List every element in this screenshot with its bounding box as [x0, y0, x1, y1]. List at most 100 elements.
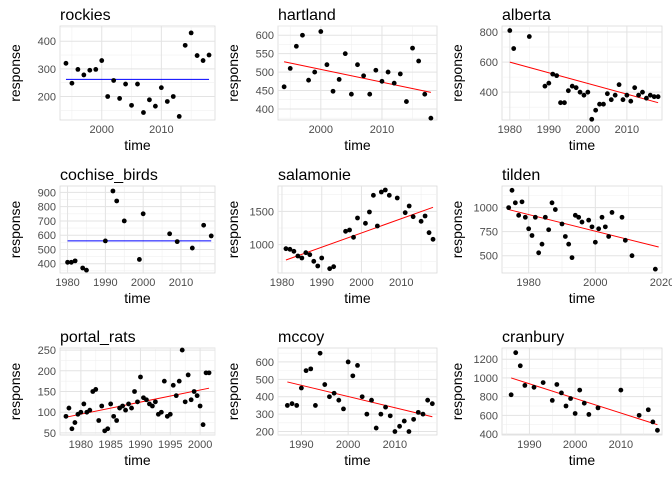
- data-point: [652, 266, 658, 272]
- data-point: [330, 88, 336, 94]
- data-point: [87, 67, 93, 73]
- x-tick-label: 1990: [537, 124, 561, 136]
- data-point: [410, 214, 416, 220]
- data-point: [343, 228, 348, 234]
- fit-line: [287, 381, 433, 418]
- data-point: [568, 396, 573, 401]
- y-tick-label: 600: [256, 357, 274, 369]
- data-point: [72, 258, 78, 264]
- data-point: [650, 419, 656, 425]
- data-point: [294, 403, 300, 408]
- data-point: [158, 409, 164, 415]
- x-axis-label: time: [344, 137, 371, 153]
- data-point: [406, 429, 412, 434]
- data-point: [331, 390, 337, 396]
- data-point: [539, 241, 545, 247]
- data-point: [317, 350, 323, 356]
- y-axis-label: response: [449, 44, 465, 102]
- panel-alberta: 1980 1990 2000 2010 400 600 800 alberta time resp…: [449, 7, 663, 153]
- panel-title: mccoy: [278, 329, 324, 346]
- data-point: [355, 62, 360, 68]
- data-point: [374, 223, 380, 229]
- y-tick-label: 800: [480, 392, 498, 404]
- data-point: [379, 78, 385, 84]
- data-point: [81, 401, 87, 407]
- data-point: [295, 253, 301, 259]
- panel-salamonie: 1980 1990 2000 2010 1000 1500 salamonie time res…: [225, 167, 438, 306]
- data-point: [655, 427, 660, 433]
- data-point: [93, 67, 99, 72]
- data-point: [135, 81, 140, 87]
- x-tick-label: 2000: [309, 124, 333, 136]
- data-point: [565, 88, 571, 94]
- data-point: [429, 401, 435, 407]
- data-point: [289, 401, 295, 407]
- x-tick-label: 2020: [650, 277, 672, 289]
- data-point: [619, 214, 625, 220]
- data-point: [592, 239, 598, 245]
- data-point: [194, 53, 200, 58]
- data-point: [622, 237, 628, 243]
- data-point: [327, 266, 333, 272]
- data-point: [404, 99, 409, 104]
- data-point: [132, 389, 137, 394]
- y-tick-label: 800: [38, 202, 56, 214]
- y-axis-label: response: [7, 200, 23, 258]
- panel-title: cochise_birds: [60, 167, 158, 184]
- data-point: [105, 94, 111, 99]
- data-point: [281, 84, 287, 90]
- panel-hartland: 2000 2010 400 450 500 550 600 hartland time respo…: [225, 7, 438, 153]
- data-point: [581, 92, 587, 98]
- y-tick-label: 100: [38, 407, 56, 419]
- data-point: [651, 94, 657, 100]
- data-point: [636, 92, 641, 98]
- data-point: [542, 214, 548, 220]
- data-point: [167, 411, 173, 417]
- data-point: [581, 400, 587, 406]
- data-point: [78, 409, 84, 415]
- data-point: [542, 83, 548, 89]
- data-point: [552, 207, 558, 212]
- data-point: [303, 368, 309, 374]
- data-point: [355, 363, 360, 368]
- x-axis-label: time: [344, 452, 371, 468]
- data-point: [618, 387, 624, 393]
- data-point: [602, 224, 608, 230]
- data-point: [572, 411, 578, 416]
- data-point: [188, 397, 194, 403]
- data-point: [99, 403, 105, 409]
- data-point: [81, 72, 87, 78]
- data-point: [609, 210, 615, 215]
- y-tick-label: 1000: [250, 240, 274, 252]
- x-tick-label: 2010: [615, 124, 639, 136]
- x-axis-label: time: [569, 452, 596, 468]
- data-point: [75, 67, 81, 72]
- data-point: [554, 382, 560, 387]
- data-point: [416, 58, 422, 64]
- y-tick-label: 200: [38, 366, 56, 378]
- x-tick-label: 1980: [270, 277, 294, 289]
- data-point: [287, 65, 293, 71]
- data-point: [283, 246, 289, 252]
- x-tick-label: 2010: [609, 439, 633, 451]
- data-point: [144, 397, 149, 403]
- x-tick-label: 1985: [98, 439, 122, 451]
- data-point: [511, 46, 517, 51]
- data-point: [367, 209, 372, 215]
- data-point: [516, 212, 522, 218]
- data-point: [624, 92, 630, 98]
- data-point: [643, 95, 649, 101]
- data-point: [63, 60, 69, 66]
- data-point: [102, 238, 108, 244]
- data-point: [531, 384, 537, 390]
- data-point: [522, 214, 528, 220]
- data-point: [364, 411, 370, 417]
- data-point: [391, 80, 397, 86]
- data-point: [69, 80, 75, 86]
- data-point: [378, 411, 384, 417]
- data-point: [554, 73, 560, 79]
- data-point: [385, 69, 391, 75]
- x-tick-label: 1990: [289, 439, 313, 451]
- data-point: [174, 239, 180, 245]
- data-point: [96, 418, 102, 423]
